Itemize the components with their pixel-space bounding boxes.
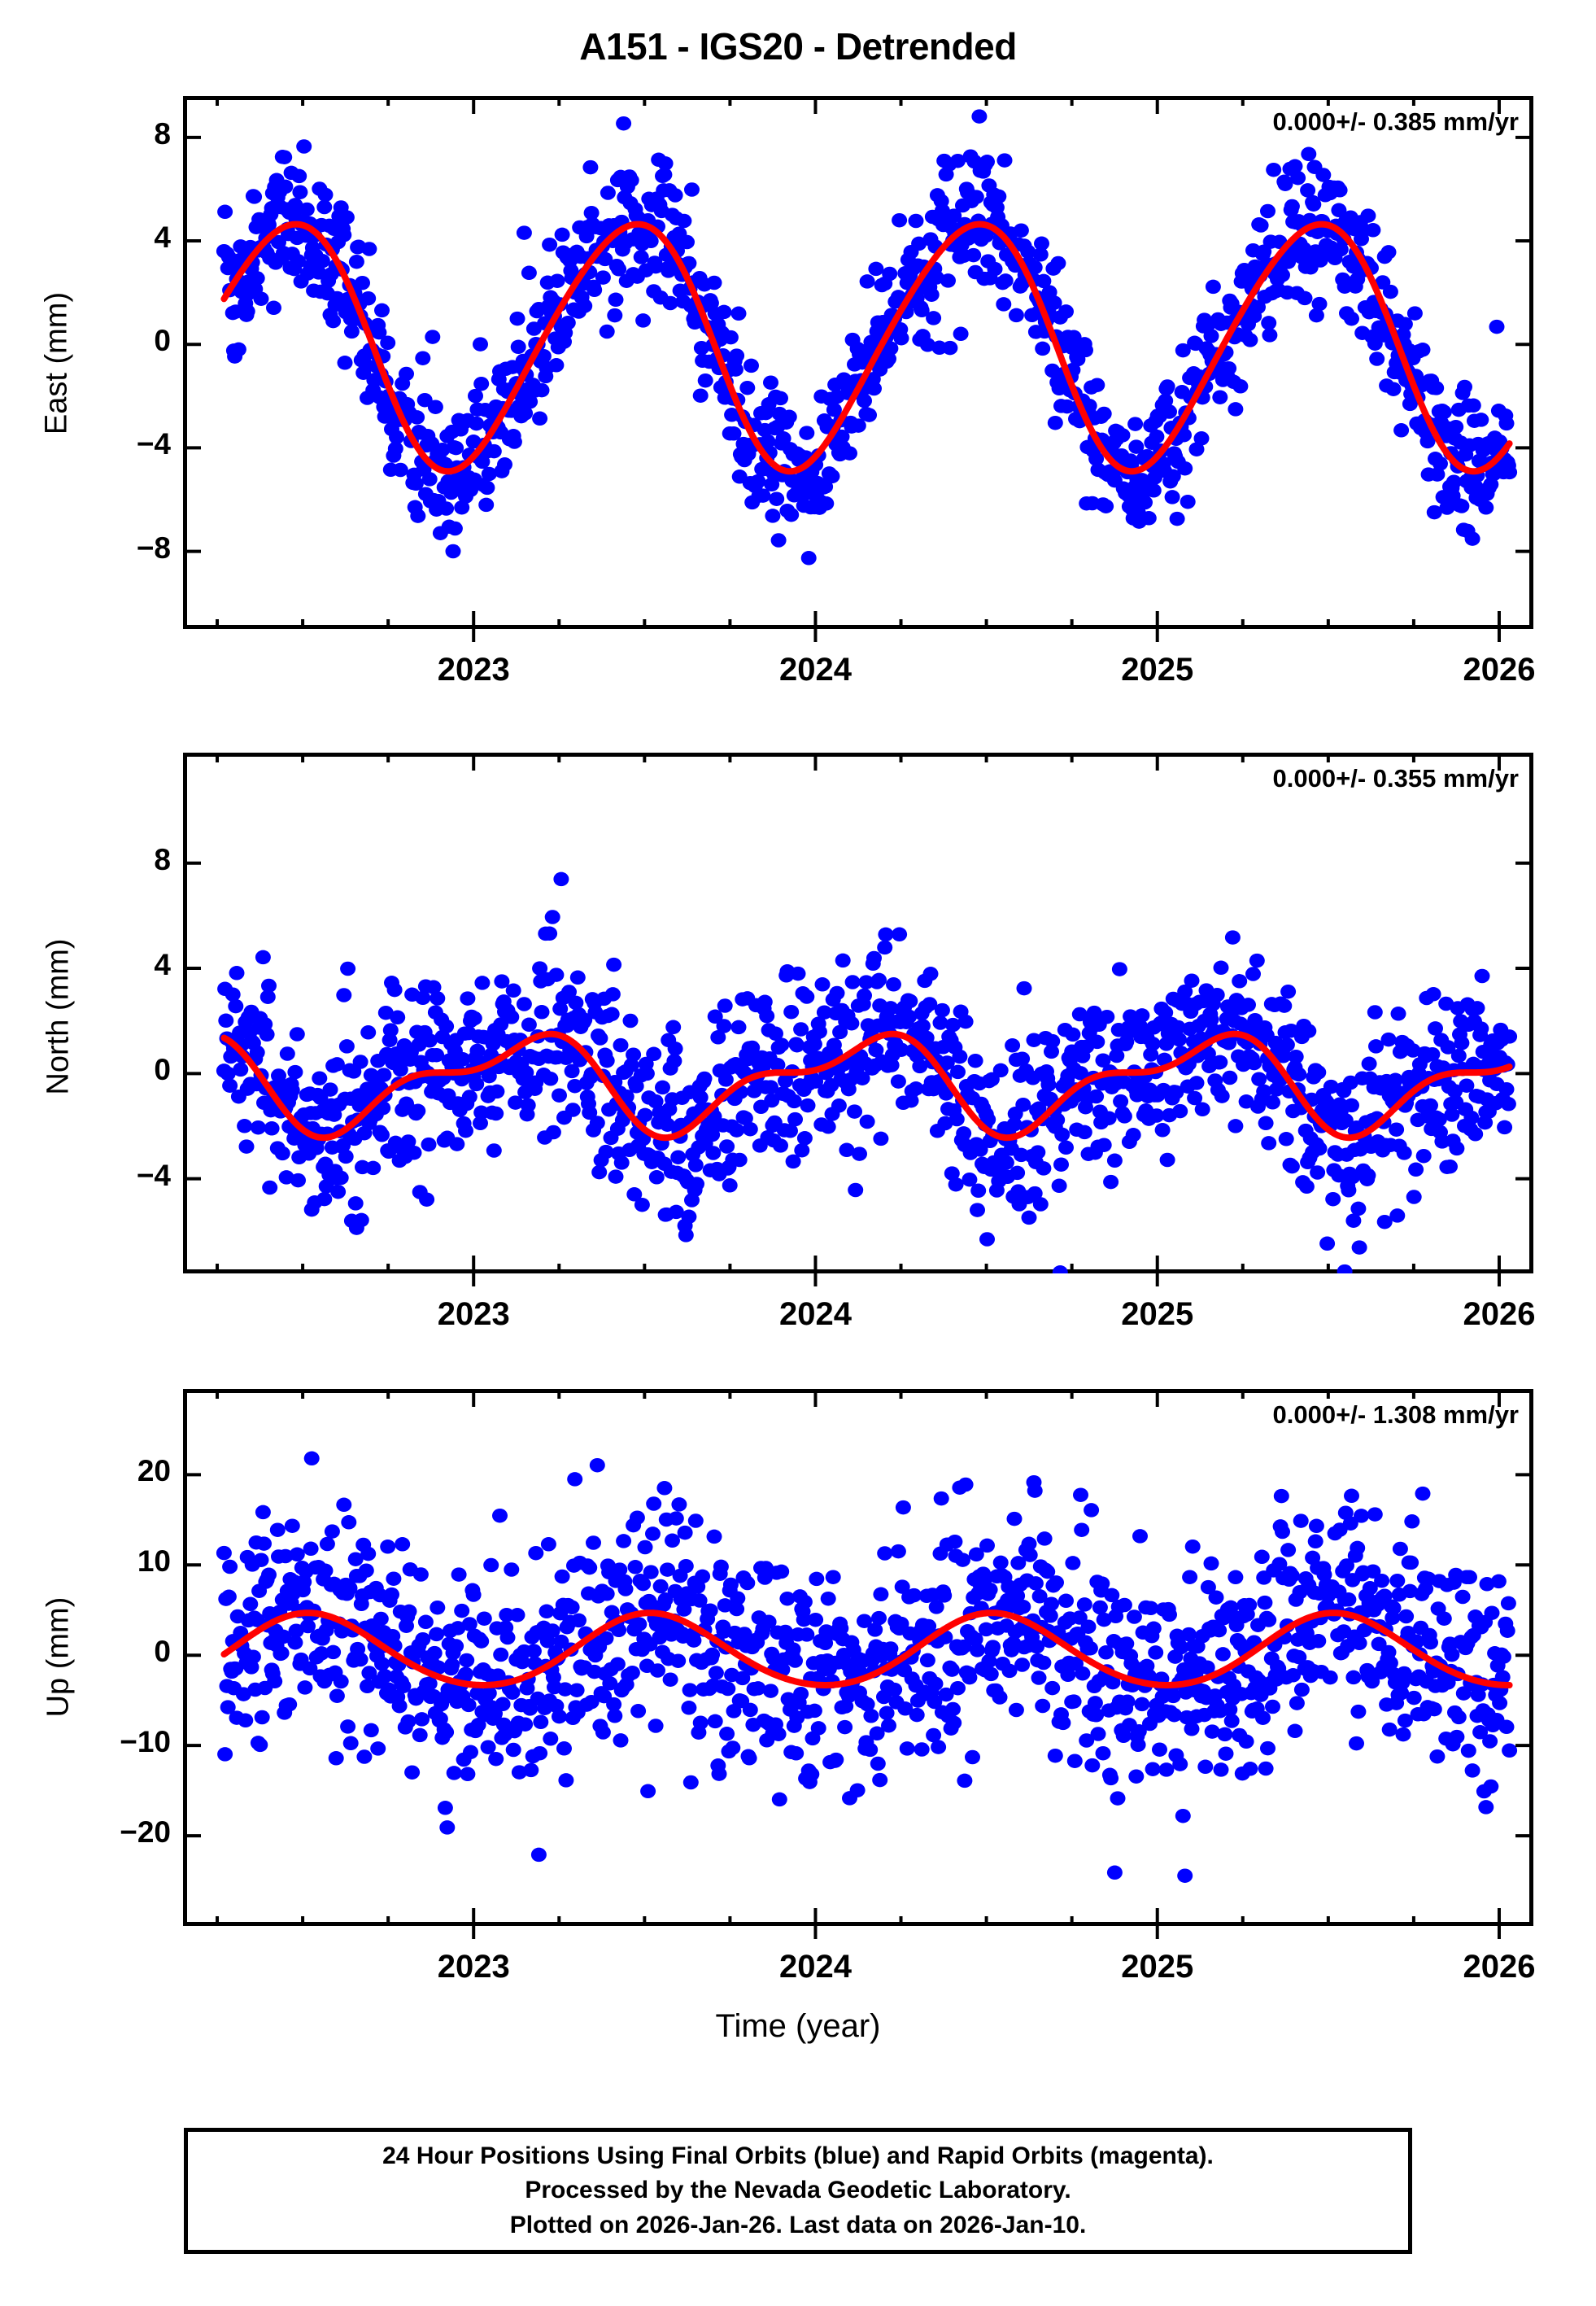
- ytick-east-0: 0: [154, 324, 171, 358]
- panel-north-data: [183, 753, 1533, 1286]
- xtick-north-2026: 2026: [1463, 1296, 1536, 1332]
- ytick-up-0: 0: [154, 1635, 171, 1669]
- ytick-north--4: −4: [136, 1158, 171, 1192]
- ytick-east--8: −8: [136, 531, 171, 565]
- xtick-up-2026: 2026: [1463, 1949, 1536, 1985]
- ytick-up--20: −20: [120, 1815, 171, 1850]
- xtick-east-2023: 2023: [437, 652, 510, 688]
- caption-line-1: 24 Hour Positions Using Final Orbits (bl…: [382, 2142, 1214, 2169]
- ytick-east-4: 4: [154, 221, 171, 255]
- xtick-east-2024: 2024: [778, 652, 852, 688]
- xtick-north-2024: 2024: [778, 1296, 852, 1332]
- ytick-up--10: −10: [120, 1725, 171, 1759]
- ytick-east-8: 8: [154, 116, 171, 151]
- ytick-up-10: 10: [137, 1544, 171, 1579]
- ytick-north-4: 4: [154, 948, 171, 982]
- panel-up-rate-label: 0.000+/- 1.308 mm/yr: [1272, 1400, 1519, 1429]
- panel-north-y-axis-label: North (mm): [41, 938, 76, 1095]
- panel-up: 0.000+/- 1.308 mm/yr: [183, 1389, 1533, 1939]
- xtick-east-2025: 2025: [1121, 652, 1194, 688]
- xtick-up-2025: 2025: [1121, 1949, 1194, 1985]
- caption-box: 24 Hour Positions Using Final Orbits (bl…: [184, 2128, 1412, 2254]
- panel-east: 0.000+/- 0.385 mm/yr: [183, 96, 1533, 642]
- panel-east-rate-label: 0.000+/- 0.385 mm/yr: [1272, 107, 1519, 136]
- page-title: A151 - IGS20 - Detrended: [579, 25, 1017, 68]
- panel-north: 0.000+/- 0.355 mm/yr: [183, 753, 1533, 1286]
- ytick-north-8: 8: [154, 842, 171, 876]
- panel-up-data: [183, 1389, 1533, 1939]
- panel-east-data: [183, 96, 1533, 642]
- xtick-north-2023: 2023: [437, 1296, 510, 1332]
- xtick-east-2026: 2026: [1463, 652, 1536, 688]
- x-axis-label: Time (year): [715, 2008, 881, 2044]
- ytick-north-0: 0: [154, 1053, 171, 1087]
- ytick-up-20: 20: [137, 1454, 171, 1488]
- caption-line-3: Plotted on 2026-Jan-26. Last data on 202…: [509, 2211, 1087, 2238]
- ytick-east--4: −4: [136, 427, 171, 461]
- xtick-up-2023: 2023: [437, 1949, 510, 1985]
- caption-line-2: Processed by the Nevada Geodetic Laborat…: [525, 2177, 1071, 2204]
- panel-north-rate-label: 0.000+/- 0.355 mm/yr: [1272, 764, 1519, 793]
- xtick-up-2024: 2024: [778, 1949, 852, 1985]
- xtick-north-2025: 2025: [1121, 1296, 1194, 1332]
